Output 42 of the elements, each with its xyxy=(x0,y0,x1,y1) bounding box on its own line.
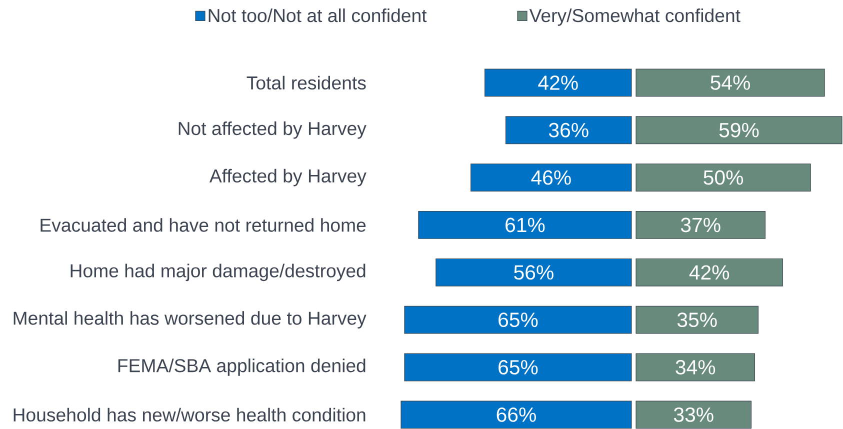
data-label: 66% xyxy=(496,407,536,422)
data-label: 50% xyxy=(704,170,743,185)
y-tick-label: Mental health has worsened due to Harvey xyxy=(14,311,366,328)
data-label: 37% xyxy=(680,218,720,232)
bar xyxy=(505,116,632,144)
bar xyxy=(636,68,825,97)
bar xyxy=(436,258,632,286)
bar xyxy=(636,400,752,429)
bar xyxy=(636,258,783,286)
bar xyxy=(636,353,756,382)
bar xyxy=(404,306,632,334)
bar xyxy=(418,211,632,239)
y-tick-label: Household has new/worse health condition xyxy=(14,408,366,422)
legend-label: Not too/Not at all confident xyxy=(208,8,427,22)
y-tick-label: Home had major damage/destroyed xyxy=(70,264,366,282)
bar xyxy=(470,164,632,192)
data-label: 42% xyxy=(689,265,730,280)
data-label: 36% xyxy=(548,122,588,138)
y-tick-label: Evacuated and have not returned home xyxy=(40,218,366,232)
y-tick-label: FEMA/SBA application denied xyxy=(118,358,366,376)
data-label: 59% xyxy=(719,122,759,138)
data-label: 35% xyxy=(677,312,717,328)
bar xyxy=(400,400,632,429)
bar xyxy=(636,211,766,239)
y-tick-label: Affected by Harvey xyxy=(209,168,366,186)
data-label: 61% xyxy=(506,218,545,232)
legend-label: Very/Somewhat confident xyxy=(529,8,740,26)
data-label: 42% xyxy=(538,75,578,90)
y-tick-label: Not affected by Harvey xyxy=(178,121,366,139)
data-label: 65% xyxy=(498,312,538,328)
bar xyxy=(484,68,632,97)
data-label: 65% xyxy=(498,360,538,374)
bar xyxy=(404,353,632,382)
bar xyxy=(636,306,759,334)
data-label: 46% xyxy=(531,170,571,185)
data-label: 34% xyxy=(676,360,716,374)
data-label: 33% xyxy=(674,407,714,422)
data-label: 56% xyxy=(514,265,554,280)
data-label: 54% xyxy=(710,76,750,90)
bar xyxy=(636,116,842,144)
y-tick-label: Total residents xyxy=(246,76,366,90)
bar xyxy=(636,164,811,192)
